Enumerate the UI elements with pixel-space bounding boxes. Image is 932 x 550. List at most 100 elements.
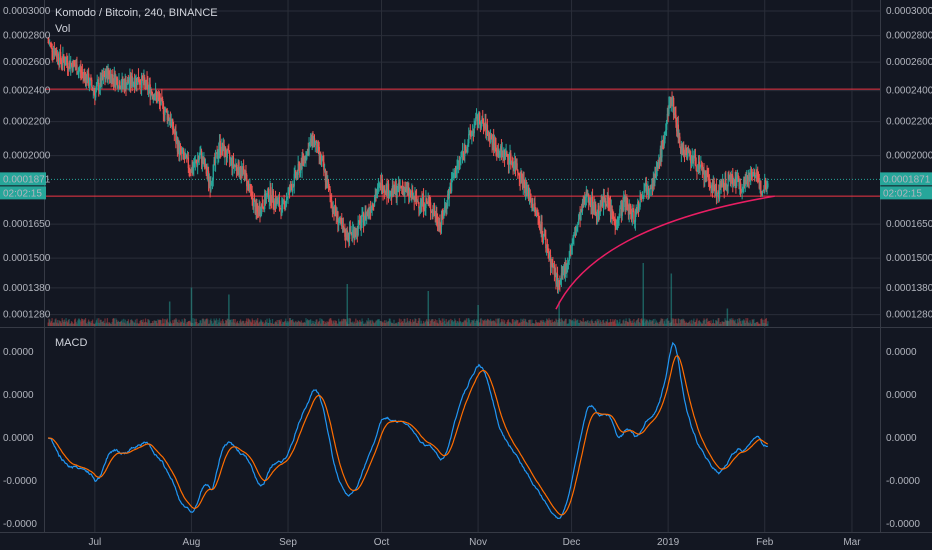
volume-bar (762, 322, 764, 326)
volume-bar (397, 322, 399, 326)
volume-bar (94, 323, 96, 326)
volume-bar (535, 321, 538, 326)
volume-bar (185, 323, 187, 326)
volume-bar (324, 323, 326, 326)
candle-body (383, 189, 385, 193)
volume-bar (249, 319, 251, 326)
volume-bar (591, 321, 594, 326)
candle-body (739, 182, 741, 187)
candle-body (349, 227, 352, 233)
volume-bar (680, 319, 683, 326)
volume-bar (362, 321, 364, 326)
volume-bar (239, 319, 242, 326)
candle-body (249, 184, 251, 189)
candle-body (615, 226, 617, 229)
volume-bar (74, 318, 77, 326)
volume-bar (605, 321, 607, 326)
candle-body (623, 196, 625, 211)
candle-body (332, 207, 334, 212)
candle-body (683, 153, 686, 156)
volume-bar (613, 320, 616, 326)
volume-bar (504, 323, 507, 326)
candle-body (644, 185, 646, 192)
candle-body (744, 179, 746, 187)
volume-bar (547, 320, 549, 326)
candle-body (81, 72, 83, 74)
volume-bar (500, 322, 502, 326)
candle-body (140, 75, 143, 88)
countdown-label-right: 02:02:15 (883, 188, 922, 199)
candle-body (471, 132, 473, 136)
volume-bar (211, 320, 213, 326)
candle-body (154, 97, 156, 100)
candle-body (285, 199, 288, 204)
candle-body (520, 173, 522, 183)
candle-body (623, 196, 626, 198)
volume-bar (433, 322, 435, 326)
candle-body (538, 216, 540, 221)
volume-bar (626, 321, 628, 326)
volume-bar (643, 322, 645, 326)
candle-body (328, 186, 331, 190)
volume-bar (440, 322, 443, 326)
candle-body (261, 204, 264, 208)
candle-body (609, 204, 612, 215)
volume-bar (140, 320, 143, 326)
candle-body (256, 204, 258, 212)
volume-bar (567, 323, 569, 326)
candle-body (130, 75, 132, 85)
candle-body (592, 205, 595, 212)
volume-bar (695, 320, 697, 326)
volume-bar (593, 323, 595, 326)
candle-body (630, 211, 633, 219)
candle-body (490, 135, 493, 140)
volume-bar (662, 318, 664, 326)
volume-bar (130, 319, 133, 326)
candle-body (596, 213, 598, 218)
candle-body (670, 97, 672, 107)
candle-body (267, 189, 269, 194)
volume-bar (263, 323, 265, 326)
candle-body (137, 77, 139, 85)
volume-bar (465, 318, 468, 326)
volume-bar (248, 319, 250, 326)
candle-body (395, 185, 397, 198)
volume-bar (153, 320, 155, 326)
candle-body (494, 142, 496, 145)
volume-bar (182, 321, 184, 326)
candle-body (311, 132, 313, 143)
candle-body (739, 182, 742, 191)
candle-body (137, 77, 140, 82)
volume-bar (461, 323, 463, 326)
candle-body (455, 173, 457, 177)
volume-bar (561, 319, 563, 326)
candle-body (534, 202, 536, 208)
volume-bar (568, 319, 570, 326)
candle-body (445, 205, 447, 208)
volume-bar (550, 322, 552, 326)
candle-body (436, 221, 439, 225)
candle-body (556, 274, 558, 284)
volume-bar (303, 321, 306, 326)
volume-bar (352, 323, 355, 326)
candle-body (254, 201, 257, 214)
volume-bar (77, 320, 79, 326)
candle-body (401, 186, 403, 188)
volume-bar (426, 321, 429, 326)
volume-bar (316, 319, 318, 326)
volume-bar (451, 319, 454, 326)
volume-bar (757, 323, 760, 326)
volume-bar (378, 319, 380, 326)
volume-bar (442, 322, 444, 326)
candle-body (221, 142, 224, 151)
volume-bar (391, 323, 393, 326)
volume-bar (676, 323, 679, 326)
trendline[interactable] (555, 195, 775, 310)
candle-body (241, 168, 243, 170)
volume-bar (384, 323, 387, 326)
volume-bar (296, 322, 299, 326)
candle-body (308, 145, 310, 155)
volume-bar (150, 323, 152, 326)
